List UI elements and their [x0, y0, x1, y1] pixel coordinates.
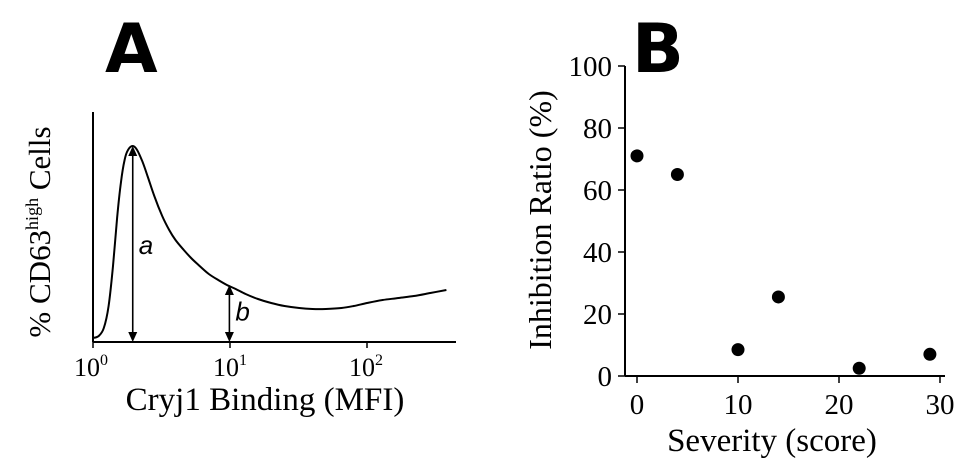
panel-b-x-tick-label: 20	[825, 389, 854, 421]
panel-b-points	[630, 149, 937, 375]
panel-b-letter: B	[632, 10, 684, 89]
panel-b-ticks: 0 20 40 60 80 100 0 10 20 30	[569, 51, 955, 421]
panel-b-y-tick-label: 80	[583, 113, 612, 145]
panel-b-y-tick-label: 40	[583, 237, 612, 269]
panel-b-y-axis-label: Inhibition Ratio (%)	[522, 90, 558, 350]
panel-a-x-tick-label: 102	[349, 352, 383, 382]
panel-b-y-tick-label: 20	[583, 299, 612, 331]
panel-a-letter: A	[105, 10, 158, 89]
panel-b-data-point	[670, 168, 684, 181]
panel-a-x-tick-label: 101	[213, 352, 247, 382]
panel-a-arrow-b	[224, 285, 234, 342]
panel-b: B 0 20 40 60 80 100 0 10 20 30 Severity (score) I…	[522, 10, 955, 459]
panel-b-data-point	[923, 347, 937, 361]
panel-b-data-point	[771, 290, 785, 304]
panel-b-x-tick-label: 10	[724, 389, 753, 421]
panel-a-curve	[92, 144, 447, 339]
panel-b-y-tick-label: 60	[583, 175, 612, 207]
panel-a: A 100 101 102 Cryj1 Binding (MFI) % CD63…	[22, 10, 456, 418]
panel-b-data-point	[852, 361, 866, 375]
panel-b-x-tick-label: 0	[630, 389, 645, 421]
panel-b-data-point	[731, 343, 745, 357]
panel-a-arrow-a	[128, 146, 138, 342]
panel-a-x-tick-label: 100	[74, 352, 108, 382]
panel-b-data-point	[630, 149, 644, 163]
panel-b-y-tick-label: 100	[569, 51, 613, 83]
panel-b-y-tick-label: 0	[598, 361, 613, 393]
panel-a-annotation-a: a	[139, 230, 153, 260]
panel-a-y-axis-label: % CD63high Cells	[22, 126, 57, 337]
panel-b-x-tick-label: 30	[926, 389, 955, 421]
panel-a-x-axis-label: Cryj1 Binding (MFI)	[126, 382, 405, 418]
panel-b-x-axis-label: Severity (score)	[667, 423, 877, 459]
panel-a-annotation-b: b	[235, 296, 249, 326]
